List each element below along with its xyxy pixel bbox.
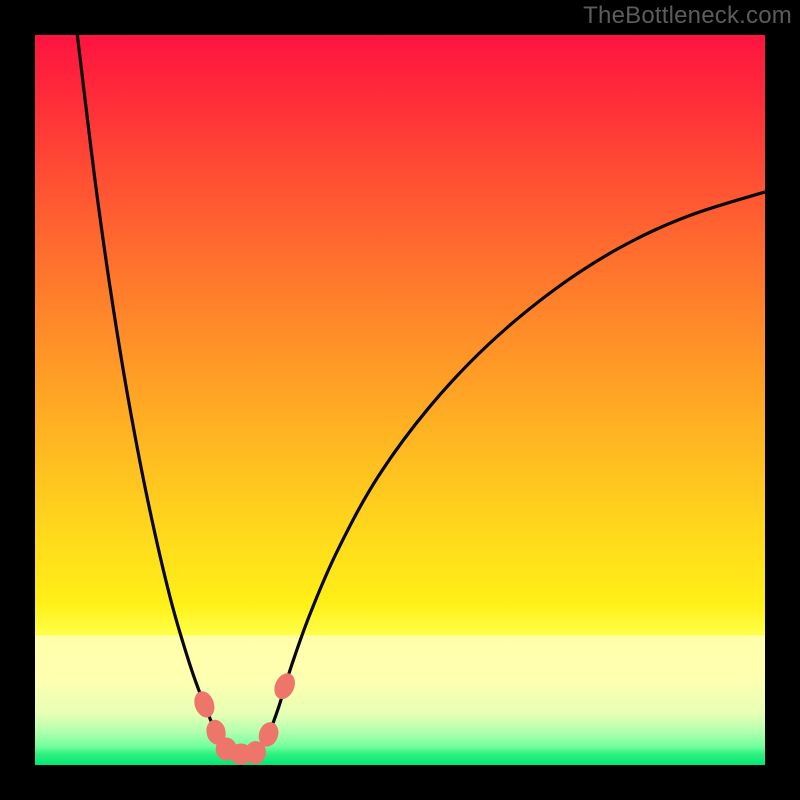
bottleneck-chart bbox=[0, 0, 800, 800]
chart-container: TheBottleneck.com bbox=[0, 0, 800, 800]
watermark-text: TheBottleneck.com bbox=[583, 2, 792, 30]
plot-gradient-background bbox=[35, 35, 765, 765]
